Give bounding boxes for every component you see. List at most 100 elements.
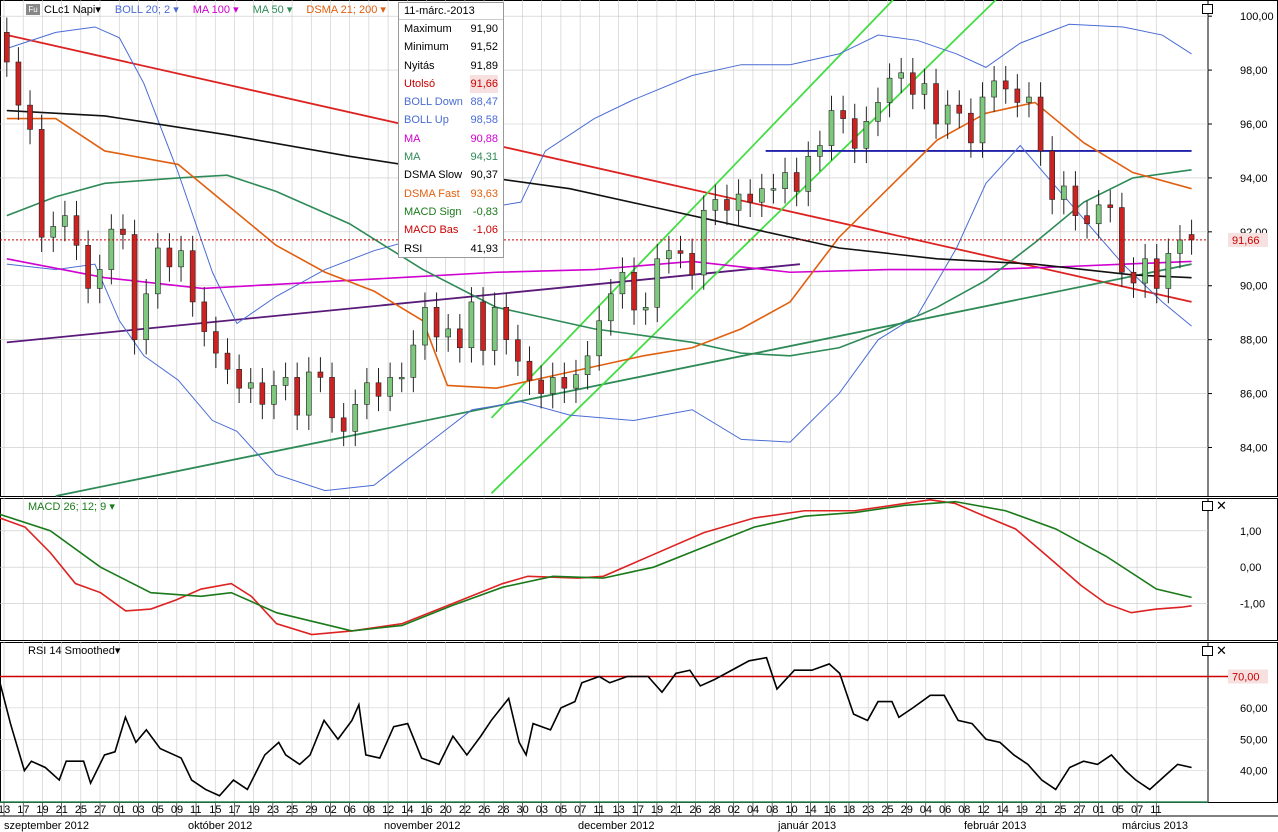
candle-body	[189, 250, 196, 303]
candle-body	[875, 102, 881, 122]
candle-body	[968, 112, 974, 144]
candle-body	[166, 247, 173, 268]
candle-body	[991, 80, 997, 98]
data-row: RSI 41,93	[399, 240, 503, 258]
candle-body	[131, 234, 138, 340]
candle-body	[712, 199, 719, 211]
maximize-button[interactable]	[1202, 4, 1213, 14]
candle-body	[259, 382, 266, 405]
candle-body	[631, 271, 637, 311]
data-row-label: MA	[404, 132, 421, 145]
candle-body	[1153, 258, 1160, 289]
candle-body	[573, 374, 579, 389]
candle-body	[886, 77, 893, 103]
macd-maximize-button[interactable]	[1202, 501, 1213, 511]
rsi-close-icon[interactable]: ✕	[1216, 643, 1227, 658]
x-tick-label: 05	[1112, 804, 1124, 816]
candle-body	[956, 104, 963, 114]
candle-body	[329, 377, 335, 419]
data-row-label: Utolsó	[404, 77, 436, 90]
x-tick-label: 13	[613, 804, 625, 816]
candle-body	[491, 307, 498, 351]
indicator-boll[interactable]: BOLL 20; 2 ▾	[114, 4, 179, 16]
x-tick-label: 07	[1131, 804, 1143, 816]
candle-body	[433, 307, 440, 338]
candle-body	[1142, 258, 1148, 284]
x-tick-label: 04	[920, 804, 932, 816]
series-dsma-fast	[6, 101, 1192, 389]
x-tick-label: 19	[36, 804, 48, 816]
data-row-value: -0,83	[472, 205, 498, 218]
candle-body	[62, 215, 68, 227]
x-tick-label: 14	[805, 804, 817, 816]
x-tick-label: 15	[209, 804, 221, 816]
rsi-series-line	[0, 656, 1192, 797]
x-tick-label: 07	[574, 804, 586, 816]
x-tick-label: 13	[0, 804, 10, 816]
data-row-value: 98,58	[470, 114, 498, 127]
month-label: október 2012	[188, 820, 252, 832]
candle-body	[457, 328, 463, 349]
x-tick-label: 28	[709, 804, 721, 816]
candle-body	[735, 193, 742, 211]
candle-body	[747, 193, 753, 203]
macd-close-icon[interactable]: ✕	[1216, 498, 1227, 513]
data-row-value: 88,47	[470, 96, 498, 109]
x-tick-label: 19	[651, 804, 663, 816]
x-tick-label: 29	[901, 804, 913, 816]
candle-body	[863, 121, 870, 149]
last-price-badge	[1228, 232, 1268, 247]
x-tick-label: 25	[286, 804, 298, 816]
candle-body	[503, 307, 510, 340]
x-tick-label: 26	[478, 804, 490, 816]
x-tick-label: 23	[862, 804, 874, 816]
candle-body	[793, 172, 800, 192]
data-row: Utolsó 91,66	[399, 74, 503, 94]
candle-body	[689, 253, 695, 276]
rsi-header[interactable]: RSI 14 Smoothed▾	[28, 645, 121, 657]
rsi-maximize-button[interactable]	[1202, 646, 1213, 656]
data-row-label: RSI	[404, 242, 423, 255]
x-tick-label: 27	[1073, 804, 1085, 816]
indicator-dsma[interactable]: DSMA 21; 200 ▾	[306, 4, 386, 16]
candle-body	[15, 61, 22, 106]
data-row-label: MA	[404, 151, 421, 164]
candle-body	[352, 404, 359, 432]
macd-header[interactable]: MACD 26; 12; 9 ▾	[28, 501, 115, 513]
rsi-tick-label: 60,00	[1240, 703, 1268, 715]
data-row: Minimum 91,52	[399, 38, 503, 56]
x-tick-label: 08	[766, 804, 778, 816]
x-tick-label: 11	[1150, 804, 1161, 816]
candle-body	[201, 301, 208, 332]
data-row-label: MACD Bas	[404, 224, 459, 237]
x-tick-label: 27	[94, 804, 106, 816]
candle-body	[654, 258, 661, 308]
data-row: BOLL Down 88,47	[399, 93, 503, 111]
indicator-ma100[interactable]: MA 100 ▾	[192, 4, 239, 16]
data-row-label: Nyitás	[404, 59, 435, 72]
month-label: január 2013	[777, 820, 836, 832]
candle-body	[1084, 215, 1090, 225]
candle-body	[1014, 88, 1021, 103]
candle-body	[596, 320, 602, 357]
candle-body	[1165, 253, 1172, 289]
app-logo: Fu	[26, 4, 40, 15]
symbol-selector[interactable]: CLc1 Napi▾	[44, 4, 101, 16]
y-tick-label: 84,00	[1240, 442, 1268, 454]
x-tick-label: 23	[267, 804, 279, 816]
price-pane-frame	[0, 0, 1278, 497]
series-ma-100	[6, 257, 1192, 290]
y-tick-label: 88,00	[1240, 335, 1268, 347]
candle-body	[1037, 96, 1044, 152]
candle-body	[50, 226, 57, 238]
x-tick-label: 25	[1054, 804, 1066, 816]
candle-body	[619, 271, 626, 295]
rsi-tick-label: 40,00	[1240, 766, 1268, 778]
candle-body	[666, 250, 672, 260]
candle-body	[178, 250, 184, 268]
candle-body	[759, 188, 765, 203]
indicator-ma50[interactable]: MA 50 ▾	[252, 4, 293, 16]
candle-body	[375, 382, 382, 397]
data-window-date: 11-márc.-2013	[399, 3, 503, 20]
data-row-value: 91,90	[470, 23, 498, 35]
